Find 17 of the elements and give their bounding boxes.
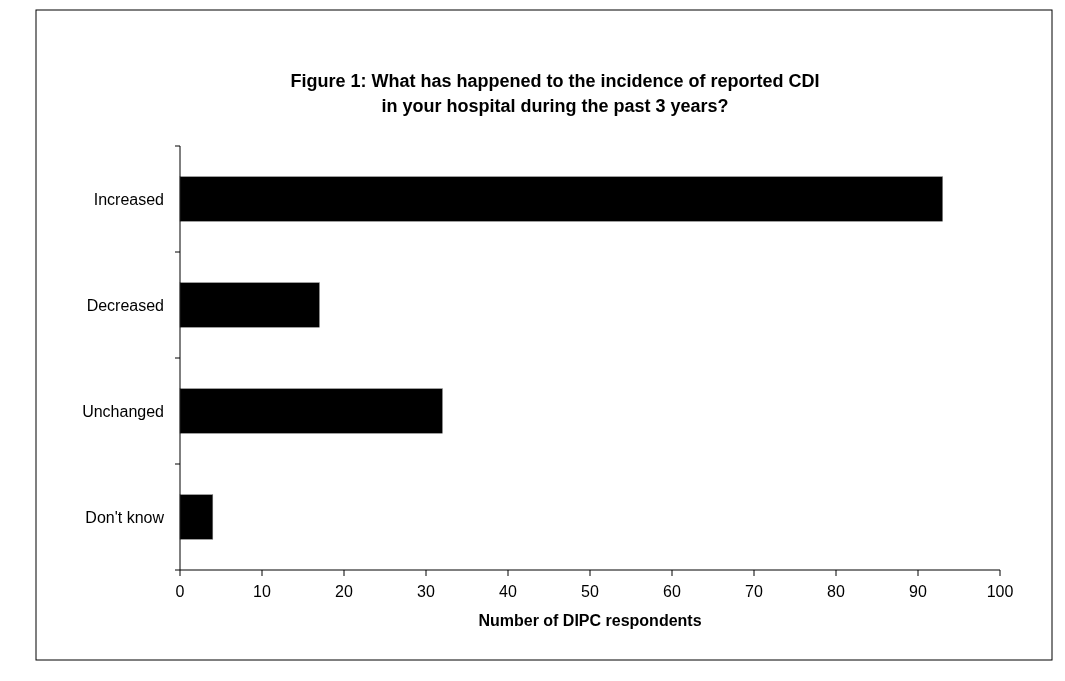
x-tick-label: 20 — [335, 583, 353, 600]
x-tick-label: 30 — [417, 583, 435, 600]
x-tick-label: 40 — [499, 583, 517, 600]
y-tick-label: Decreased — [86, 296, 164, 314]
x-tick-label: 60 — [663, 583, 681, 600]
x-axis-title: Number of DIPC respondents — [478, 612, 702, 629]
x-tick-label: 50 — [581, 583, 599, 600]
x-tick-label: 100 — [986, 583, 1014, 600]
y-tick-label: Increased — [93, 190, 164, 208]
x-tick-label: 70 — [745, 583, 763, 600]
y-tick-label: Unchanged — [82, 402, 164, 420]
x-tick-label: 0 — [175, 583, 185, 600]
x-tick-label: 90 — [909, 583, 927, 600]
y-tick-label: Don't know — [85, 508, 165, 526]
chart-title: Figure 1: What has happened to the incidence of reported CDI in your hospital during the past 3 years? — [290, 71, 820, 116]
x-tick-label: 10 — [253, 583, 271, 600]
x-tick-label: 80 — [827, 583, 845, 600]
